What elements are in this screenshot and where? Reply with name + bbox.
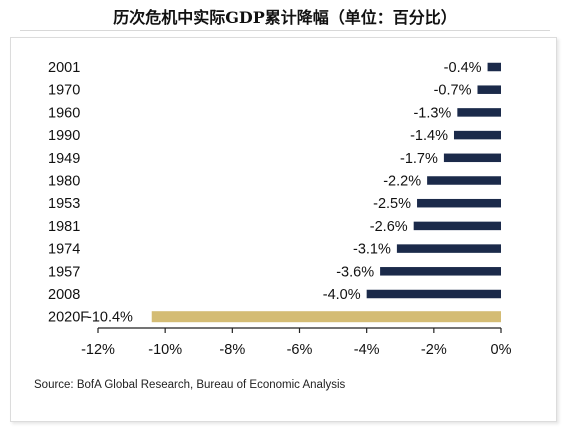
bar-1960 bbox=[457, 108, 501, 117]
value-label-2008: -4.0% bbox=[323, 287, 361, 303]
bar-1990 bbox=[453, 130, 501, 140]
value-label-1960: -1.3% bbox=[413, 105, 451, 121]
x-tick-label-4: -4% bbox=[354, 342, 380, 358]
bar-1981 bbox=[413, 221, 501, 231]
value-label-1957: -3.6% bbox=[336, 264, 374, 280]
bar-2001 bbox=[487, 62, 501, 72]
category-label-1957: 1957 bbox=[48, 264, 80, 280]
category-label-2020F: 2020F bbox=[48, 310, 89, 326]
value-label-1970: -0.7% bbox=[434, 83, 472, 99]
bar-1949 bbox=[443, 153, 501, 163]
category-label-1953: 1953 bbox=[48, 196, 80, 212]
category-label-1990: 1990 bbox=[48, 128, 80, 144]
bar-1953 bbox=[417, 198, 501, 208]
x-tick-label-3: -6% bbox=[287, 342, 313, 358]
x-tick-label-6: 0% bbox=[491, 342, 512, 358]
value-label-1974: -3.1% bbox=[353, 242, 391, 258]
value-label-1949: -1.7% bbox=[400, 151, 438, 167]
bar-1974 bbox=[396, 244, 501, 253]
x-tick-label-0: -12% bbox=[81, 342, 115, 358]
x-tick-label-1: -10% bbox=[148, 342, 182, 358]
value-label-1953: -2.5% bbox=[373, 196, 411, 212]
category-label-1960: 1960 bbox=[48, 105, 80, 121]
category-labels: 2001 1970 1960 1990 1949 1980 1953 1981 1974 1957… bbox=[48, 60, 89, 326]
category-label-1949: 1949 bbox=[48, 151, 80, 167]
bar-1970 bbox=[477, 85, 501, 94]
value-label-2001: -0.4% bbox=[444, 60, 482, 76]
chart-title: 历次危机中实际GDP累计降幅（单位：百分比） bbox=[113, 8, 457, 27]
category-label-2001: 2001 bbox=[48, 60, 80, 76]
category-label-1981: 1981 bbox=[48, 219, 80, 235]
value-label-1981: -2.6% bbox=[370, 219, 408, 235]
category-label-1970: 1970 bbox=[48, 83, 80, 99]
x-tick-label-5: -2% bbox=[421, 342, 447, 358]
value-label-1990: -1.4% bbox=[410, 128, 448, 144]
bar-1980 bbox=[427, 176, 501, 185]
x-axis: -12% -10% -8% -6% -4% -2% 0% bbox=[81, 327, 512, 358]
source-note: Source: BofA Global Research, Bureau of … bbox=[34, 379, 346, 391]
value-label-2020F: -10.4% bbox=[87, 310, 133, 326]
value-labels: -0.4% -0.7% -1.3% -1.4% -1.7% -2.2% -2.5% -2.6%… bbox=[87, 60, 482, 326]
bar-2008 bbox=[366, 289, 501, 299]
bar-2020F bbox=[151, 311, 501, 323]
category-label-1980: 1980 bbox=[48, 174, 80, 190]
value-label-1980: -2.2% bbox=[383, 174, 421, 190]
bars-group bbox=[151, 62, 501, 323]
bar-1957 bbox=[380, 267, 501, 276]
title-divider bbox=[20, 30, 550, 31]
category-label-1974: 1974 bbox=[48, 242, 80, 258]
category-label-2008: 2008 bbox=[48, 287, 80, 303]
x-tick-label-2: -8% bbox=[219, 342, 245, 358]
